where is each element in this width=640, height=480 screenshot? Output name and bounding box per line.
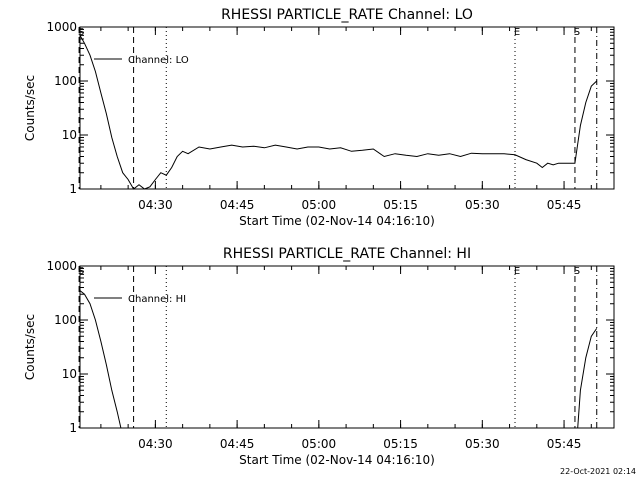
y-tick-label: 100 [54,313,77,327]
x-tick-label: 05:15 [383,198,418,212]
x-axis-label: Start Time (02-Nov-14 04:16:10) [239,214,435,228]
legend-label: Channel: HI [128,294,186,305]
event-marker-label: S [574,27,580,38]
plot-frame [79,26,615,190]
x-tick-label: 04:30 [138,437,173,451]
panel-channel-hi: RHESSI PARTICLE_RATE Channel: HI Counts/s… [23,246,615,467]
x-tick-label: 05:00 [302,437,337,451]
x-tick-label: 05:15 [383,437,418,451]
x-tick-label: 05:30 [465,198,500,212]
x-axis-label: Start Time (02-Nov-14 04:16:10) [239,453,435,467]
panel-channel-lo: RHESSI PARTICLE_RATE Channel: LO Counts/s… [23,7,615,228]
y-axis-label: Counts/sec [23,75,37,141]
x-tick-label: 04:45 [220,198,255,212]
event-marker-label: E [514,27,520,38]
x-tick-label: 05:45 [547,198,582,212]
y-tick-label: 1 [69,421,77,435]
y-tick-label: 1 [69,182,77,196]
event-marker-label: S [78,27,84,38]
event-marker-label: S [78,266,84,277]
y-tick-label: 1000 [46,20,77,34]
x-tick-label: 04:45 [220,437,255,451]
y-tick-label: 100 [54,74,77,88]
y-tick-label: 10 [62,367,77,381]
footer-timestamp: 22-Oct-2021 02:14 [560,467,636,476]
legend-label: Channel: LO [128,55,189,66]
chart-title: RHESSI PARTICLE_RATE Channel: LO [221,7,473,23]
series-line [79,290,598,429]
x-tick-label: 05:30 [465,437,500,451]
y-tick-label: 10 [62,128,77,142]
plot-frame [79,265,615,429]
event-marker-label: S [574,266,580,277]
x-tick-label: 05:00 [302,198,337,212]
series-line [79,35,598,190]
y-axis-label: Counts/sec [23,314,37,380]
event-marker-label: E [514,266,520,277]
chart-title: RHESSI PARTICLE_RATE Channel: HI [223,246,471,262]
x-tick-label: 04:30 [138,198,173,212]
y-tick-label: 1000 [46,259,77,273]
x-tick-label: 05:45 [547,437,582,451]
